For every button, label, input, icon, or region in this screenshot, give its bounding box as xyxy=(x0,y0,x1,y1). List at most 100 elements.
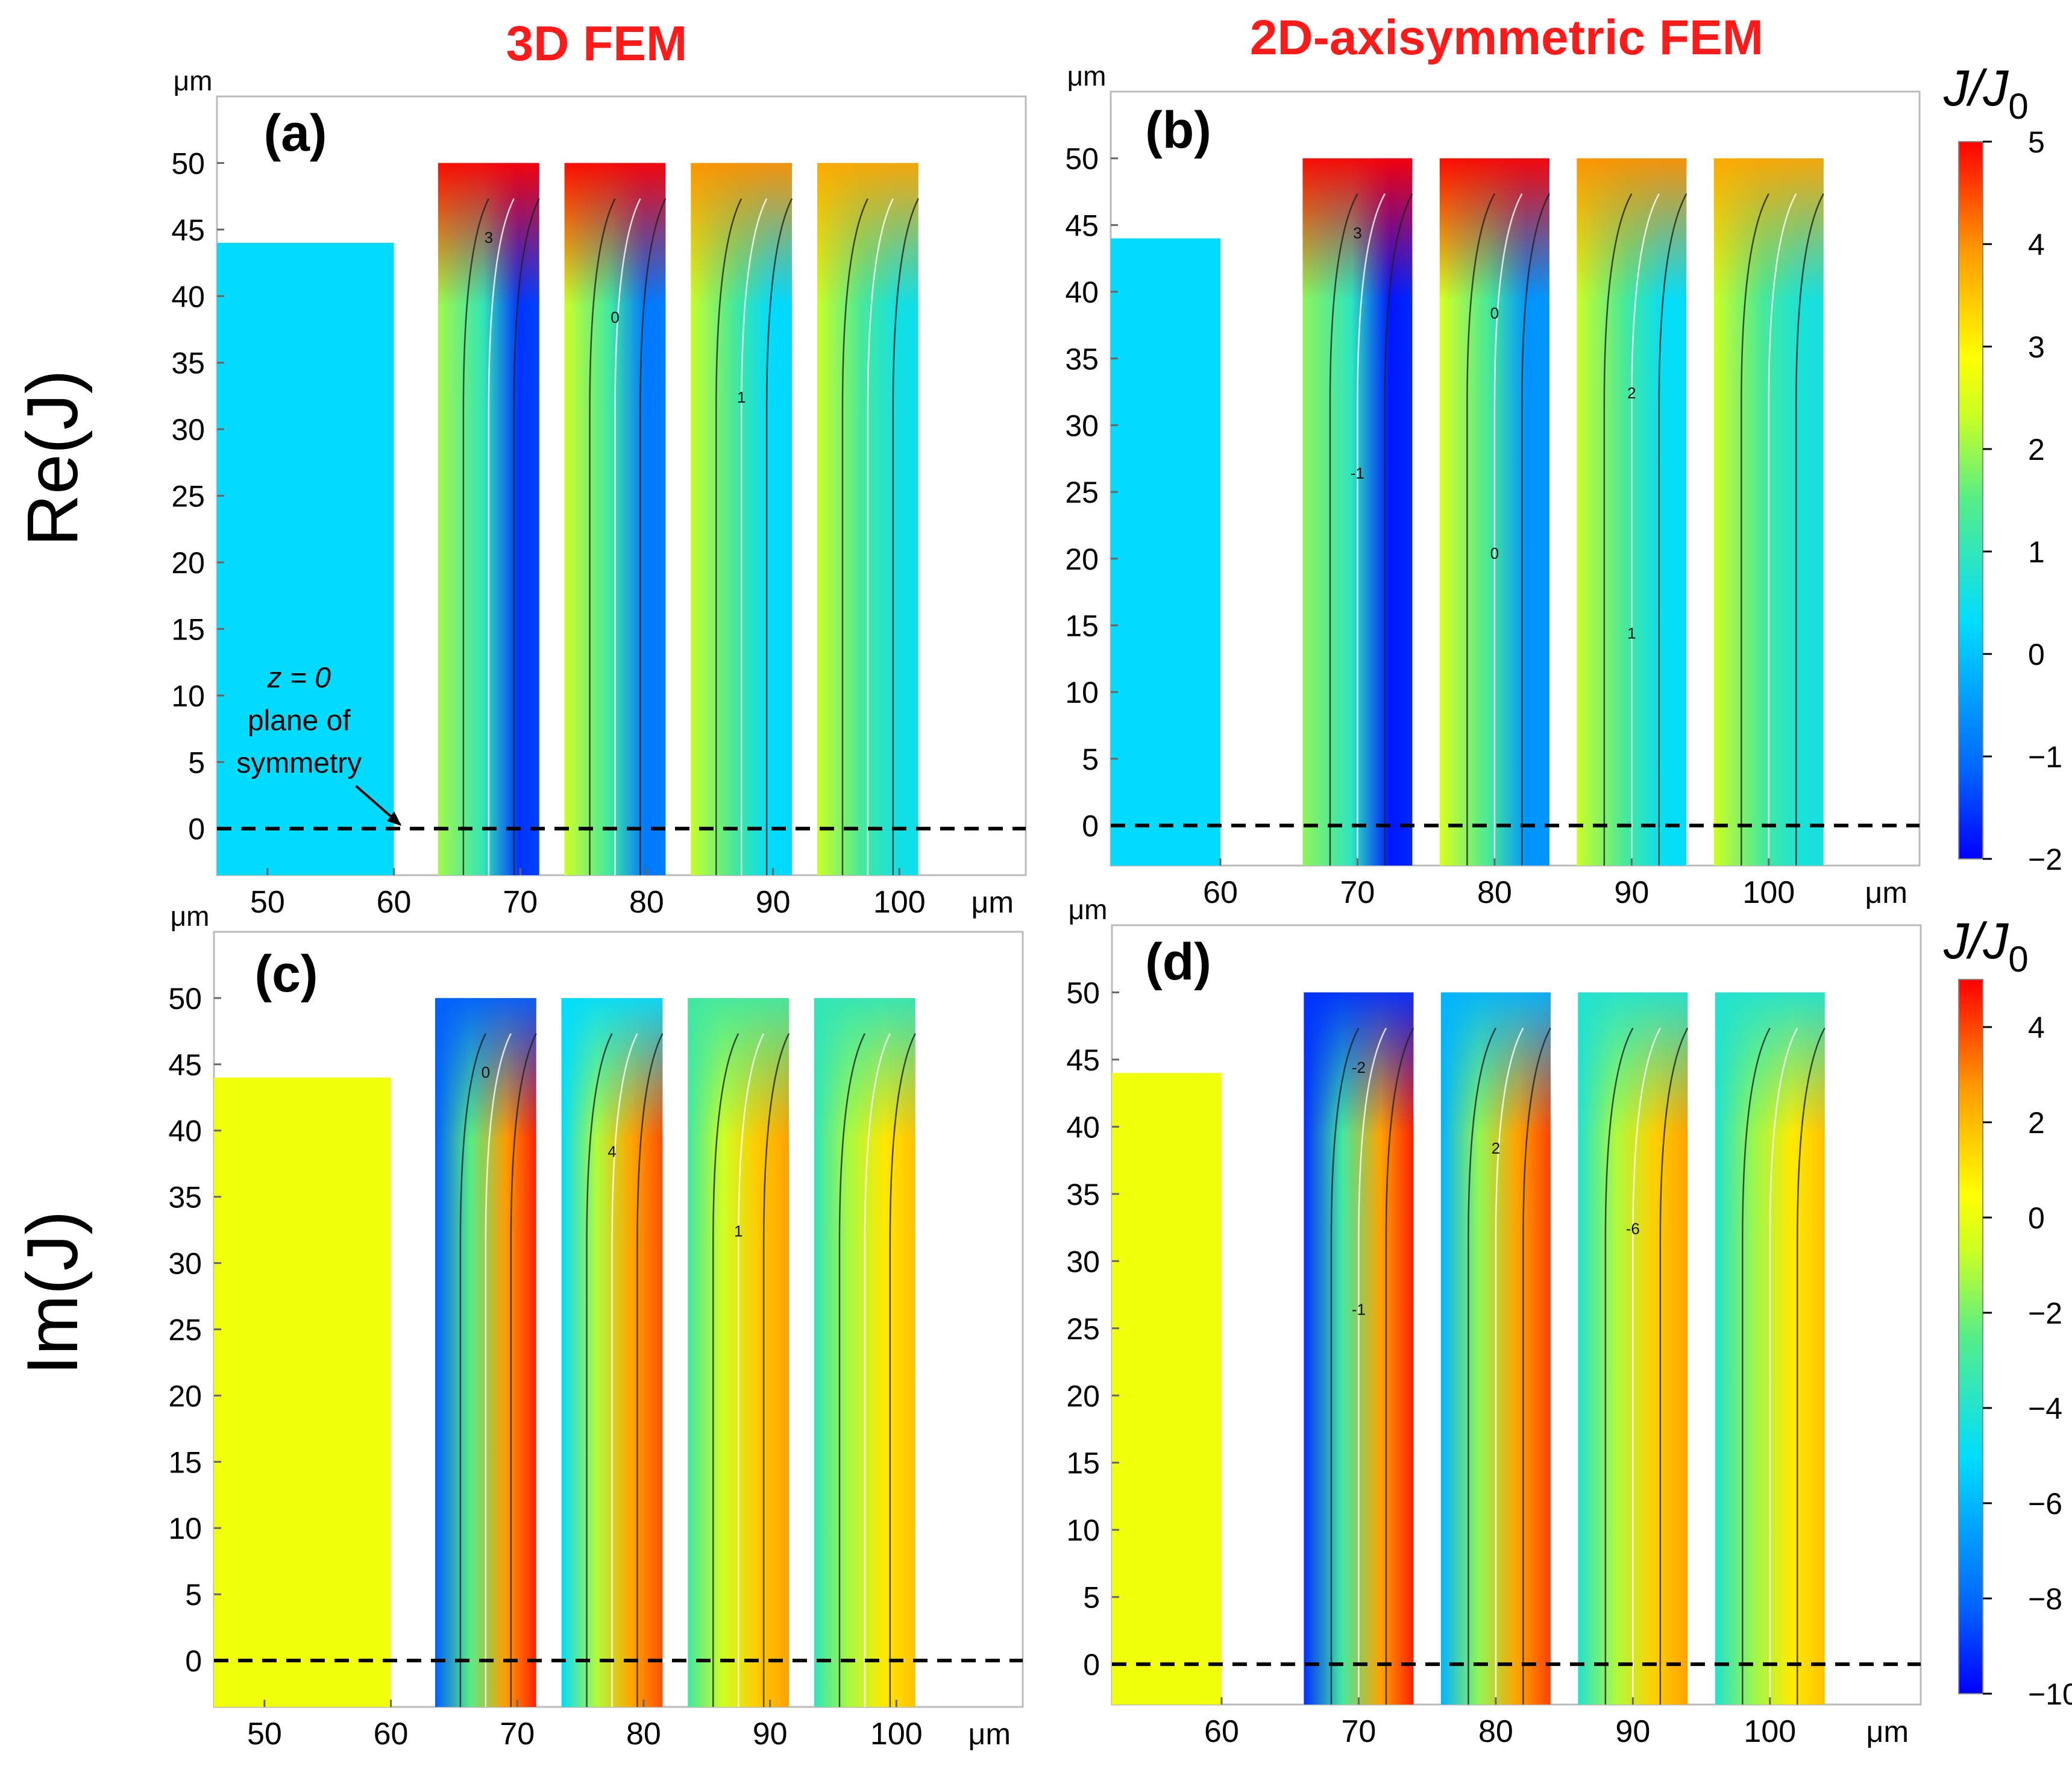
colorbar-tick-label: 0 xyxy=(2028,638,2045,671)
y-tick-label: 40 xyxy=(171,280,205,313)
contour-label: 0 xyxy=(1490,304,1499,322)
panel-label: (a) xyxy=(263,104,327,162)
y-axis-label: μm xyxy=(1067,60,1107,92)
y-tick-label: 30 xyxy=(171,413,205,447)
colorbar-gradient xyxy=(1958,979,1983,1694)
row-label-re: Re(J) xyxy=(12,369,93,546)
y-tick-label: 30 xyxy=(168,1247,202,1281)
colorbar-re: 5 4 3 2 1 0 −1 −2 xyxy=(1958,125,2062,876)
panel-a: 50 60 70 80 90 100 μm05101520253035404550μm(a)… xyxy=(171,65,1027,920)
colorbar-tick-label: −8 xyxy=(2028,1582,2062,1616)
region-edge xyxy=(1715,992,1825,1135)
colorbar-tick-label: 1 xyxy=(2028,535,2045,569)
y-tick-label: 20 xyxy=(171,546,205,580)
y-tick-label: 30 xyxy=(1066,1245,1100,1278)
region-inner-conductor xyxy=(1112,1073,1222,1705)
colorbar-tick-label: 2 xyxy=(2028,1106,2045,1140)
contour-line xyxy=(1631,193,1660,866)
y-tick-label: 25 xyxy=(1066,1312,1100,1346)
contour-label: 1 xyxy=(734,1222,742,1240)
contour-line xyxy=(614,198,641,875)
y-tick-label: 0 xyxy=(1082,809,1099,843)
contour-line xyxy=(737,1033,765,1707)
colorbar-tick-label: −4 xyxy=(2028,1392,2062,1425)
region-edge xyxy=(1578,992,1688,1135)
y-tick-label: 20 xyxy=(1066,1379,1100,1413)
y-tick-label: 50 xyxy=(1065,142,1099,176)
x-tick-label: 100 xyxy=(1742,875,1795,910)
region-inner-conductor xyxy=(217,242,394,875)
y-tick-label: 35 xyxy=(1065,342,1099,376)
panel-label: (b) xyxy=(1145,101,1211,159)
contour-label: 2 xyxy=(1627,384,1636,402)
contour-line xyxy=(765,198,793,875)
contour-label: 2 xyxy=(1492,1139,1500,1157)
x-tick-label: 100 xyxy=(873,885,926,920)
contour-line xyxy=(1384,193,1413,866)
contour-line xyxy=(1795,193,1824,866)
x-tick-label: 60 xyxy=(377,885,412,920)
y-tick-label: 20 xyxy=(168,1379,202,1413)
region-edge xyxy=(564,163,666,306)
colorbar-tick-label: −2 xyxy=(2028,843,2062,876)
contour-line xyxy=(1495,1027,1524,1705)
contour-line xyxy=(1797,1027,1826,1705)
colorbar-label-bottom: J/J0 xyxy=(1943,913,2029,979)
colorbar-tick-label: 4 xyxy=(2028,228,2045,262)
y-tick-label: 10 xyxy=(1066,1513,1100,1547)
annotation-symmetry: symmetry xyxy=(236,747,362,779)
y-tick-label: 5 xyxy=(185,1578,202,1612)
x-tick-label: 70 xyxy=(1342,1714,1377,1749)
annotation-arrowhead xyxy=(387,811,402,826)
contour-line xyxy=(867,198,894,875)
contour-label: 3 xyxy=(1353,224,1361,242)
region-edge xyxy=(814,998,915,1140)
y-tick-label: 45 xyxy=(1065,209,1099,242)
y-tick-label: 0 xyxy=(1083,1648,1100,1682)
contour-line xyxy=(1466,193,1495,866)
y-tick-label: 15 xyxy=(171,612,205,646)
y-tick-label: 0 xyxy=(188,812,205,846)
region-edge xyxy=(688,998,790,1140)
contour-line xyxy=(611,1033,638,1707)
contour-line xyxy=(762,1033,790,1707)
contour-line xyxy=(1603,193,1633,866)
panel-label: (d) xyxy=(1145,933,1211,991)
contour-label: -1 xyxy=(1352,1301,1366,1319)
x-axis-label: μm xyxy=(969,1717,1011,1751)
contour-line xyxy=(740,198,768,875)
contour-line xyxy=(488,198,515,875)
contour-line xyxy=(1658,193,1687,866)
y-tick-label: 45 xyxy=(168,1048,202,1082)
x-tick-label: 60 xyxy=(374,1717,409,1752)
y-tick-label: 25 xyxy=(1065,476,1099,509)
colorbars: 5 4 3 2 1 0 −1 −2 4 2 0 −2 −4 −6 −8 −10 xyxy=(1958,125,2072,1711)
contour-line xyxy=(485,1033,512,1707)
y-tick-label: 45 xyxy=(1066,1043,1100,1077)
contour-label: 1 xyxy=(737,388,746,406)
contour-line xyxy=(510,1033,537,1707)
x-tick-label: 70 xyxy=(1340,875,1375,910)
region-edge xyxy=(691,163,793,306)
contour-line xyxy=(838,1033,866,1707)
y-tick-label: 45 xyxy=(171,213,205,247)
y-tick-label: 35 xyxy=(171,347,205,380)
contour-label: 0 xyxy=(482,1063,490,1081)
annotation-z0: z = 0 xyxy=(267,662,331,694)
x-tick-label: 80 xyxy=(629,885,664,920)
contour-line xyxy=(459,1033,486,1707)
contour-line xyxy=(1329,193,1358,866)
region-inner-conductor xyxy=(214,1077,391,1707)
contour-line xyxy=(1522,1027,1551,1705)
region-edge xyxy=(438,163,539,306)
contour-line xyxy=(1769,1027,1798,1705)
contour-line xyxy=(1330,1027,1360,1705)
contour-line xyxy=(1659,1027,1689,1705)
contour-line xyxy=(1493,193,1523,866)
y-tick-label: 5 xyxy=(1083,1581,1100,1615)
contour-label: 0 xyxy=(1490,544,1499,562)
contour-line xyxy=(864,1033,891,1707)
contour-label: -6 xyxy=(1626,1220,1640,1238)
colorbar-tick-label: 5 xyxy=(2028,125,2045,159)
x-tick-label: 100 xyxy=(870,1717,923,1752)
